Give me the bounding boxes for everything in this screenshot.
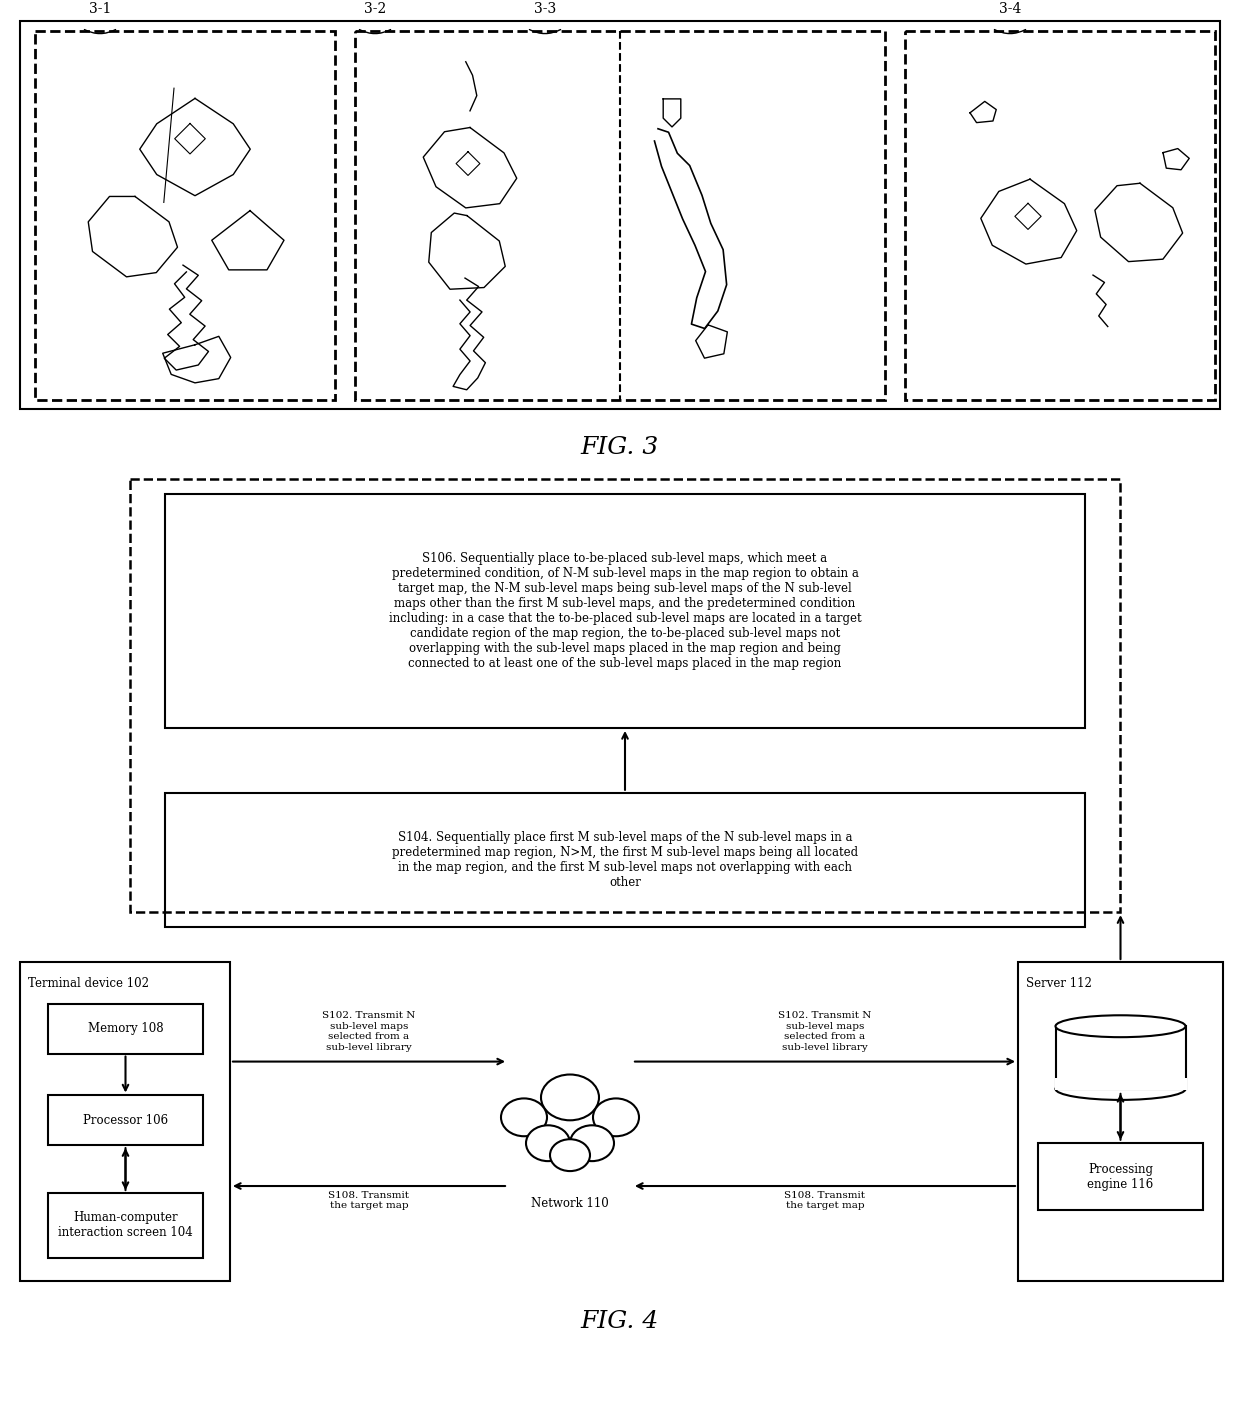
Ellipse shape (1055, 1078, 1185, 1099)
Text: 3-3: 3-3 (534, 3, 556, 17)
Text: FIG. 4: FIG. 4 (580, 1310, 660, 1334)
Text: S108. Transmit
the target map: S108. Transmit the target map (785, 1191, 866, 1211)
Text: 3-1: 3-1 (89, 3, 112, 17)
Text: S108. Transmit
the target map: S108. Transmit the target map (329, 1191, 409, 1211)
Text: 3-4: 3-4 (998, 3, 1022, 17)
Text: FIG. 3: FIG. 3 (580, 437, 660, 459)
Text: Processing
engine 116: Processing engine 116 (1087, 1163, 1153, 1191)
Text: Memory 108: Memory 108 (88, 1022, 164, 1036)
Text: Network 110: Network 110 (531, 1197, 609, 1210)
Text: 3-2: 3-2 (363, 3, 386, 17)
Ellipse shape (526, 1125, 570, 1161)
FancyBboxPatch shape (1054, 1078, 1187, 1089)
Ellipse shape (593, 1098, 639, 1136)
Text: S102. Transmit N
sub-level maps
selected from a
sub-level library: S102. Transmit N sub-level maps selected… (322, 1012, 415, 1051)
Text: S106. Sequentially place to-be-placed sub-level maps, which meet a
predetermined: S106. Sequentially place to-be-placed su… (388, 552, 862, 670)
FancyBboxPatch shape (1055, 1026, 1185, 1089)
Ellipse shape (1055, 1016, 1185, 1037)
Text: Human-computer
interaction screen 104: Human-computer interaction screen 104 (58, 1211, 193, 1239)
Ellipse shape (541, 1074, 599, 1121)
Text: S102. Transmit N
sub-level maps
selected from a
sub-level library: S102. Transmit N sub-level maps selected… (779, 1012, 872, 1051)
Ellipse shape (570, 1125, 614, 1161)
Ellipse shape (551, 1139, 590, 1171)
Text: Database 114: Database 114 (1080, 1063, 1162, 1077)
Text: Terminal device 102: Terminal device 102 (29, 976, 149, 991)
Text: Processor 106: Processor 106 (83, 1113, 169, 1126)
Text: Server 112: Server 112 (1025, 976, 1092, 991)
Ellipse shape (501, 1098, 547, 1136)
Text: S104. Sequentially place first M sub-level maps of the N sub-level maps in a
pre: S104. Sequentially place first M sub-lev… (392, 831, 858, 889)
